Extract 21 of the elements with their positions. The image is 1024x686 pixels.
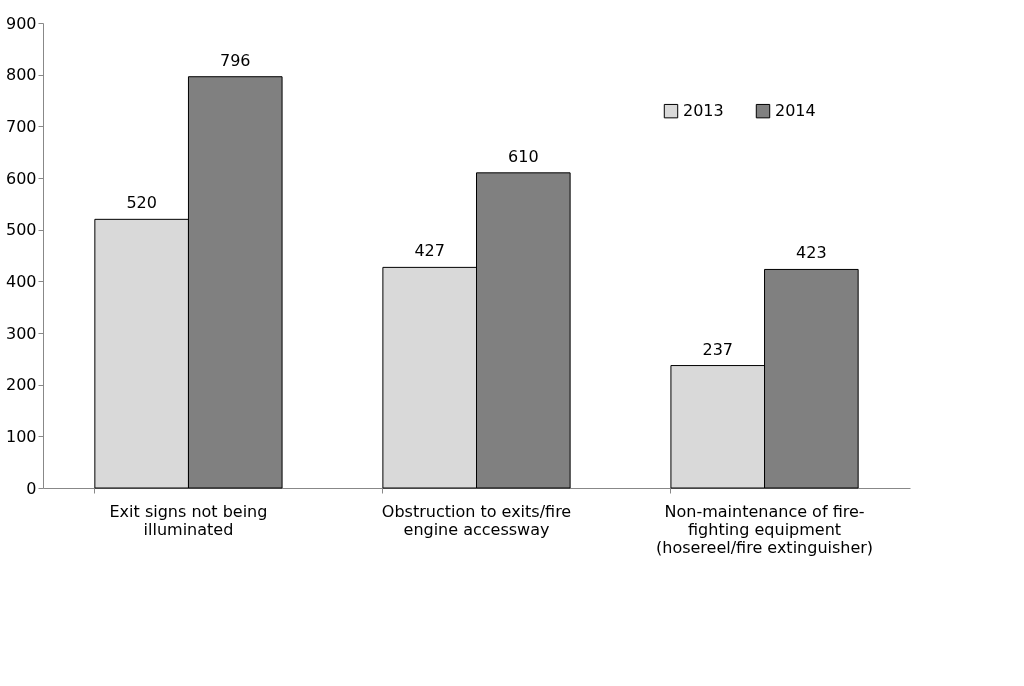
y-tick-label: 400 bbox=[5, 271, 37, 291]
x-tick-label: Exit signs not being illuminated bbox=[109, 501, 268, 539]
y-tick-label: 900 bbox=[5, 13, 37, 33]
legend-label: 2013 bbox=[683, 101, 724, 121]
x-tick-label: Non-maintenance of fire-fighting equipment (hosereel/fire extinguisher) bbox=[655, 501, 874, 557]
data-label: 796 bbox=[219, 50, 251, 70]
data-label: 237 bbox=[702, 339, 734, 359]
y-tick-label: 800 bbox=[5, 65, 37, 85]
y-tick-label: 100 bbox=[5, 426, 37, 446]
y-tick-label: 700 bbox=[5, 116, 37, 136]
y-tick-label: 600 bbox=[5, 168, 37, 188]
y-tick-label: 500 bbox=[5, 220, 37, 240]
y-tick-label: 200 bbox=[5, 375, 37, 395]
legend-label: 2014 bbox=[775, 101, 816, 121]
y-tick-label: 0 bbox=[26, 478, 37, 498]
y-tick-label: 300 bbox=[5, 323, 37, 343]
data-label: 427 bbox=[414, 241, 445, 261]
data-label: 610 bbox=[508, 146, 539, 166]
data-label: 423 bbox=[796, 243, 827, 263]
data-label: 520 bbox=[126, 193, 157, 213]
x-tick-label: Obstruction to exits/fire engine accessway bbox=[381, 501, 572, 539]
